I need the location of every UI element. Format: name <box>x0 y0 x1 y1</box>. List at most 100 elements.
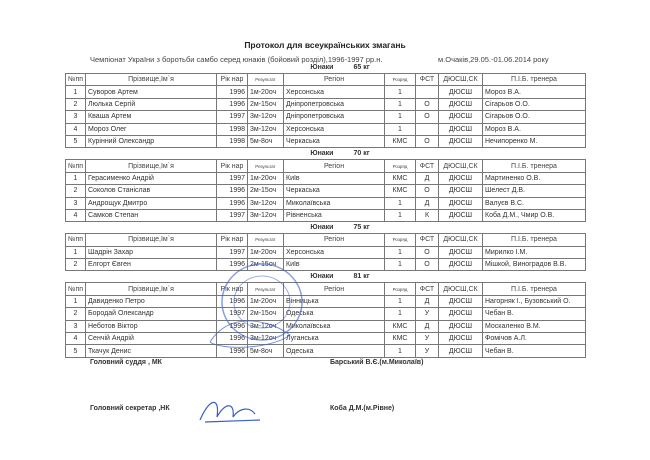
cell-coach: Чебан В. <box>482 307 586 321</box>
header-region: Регіон <box>283 159 385 173</box>
cell-fst: О <box>415 184 439 198</box>
header-fst: ФСТ <box>415 72 439 87</box>
cell-result: 5м-8оч <box>247 134 284 149</box>
cell-rank: 1 <box>384 97 416 112</box>
cell-rank: КМС <box>384 332 416 346</box>
cell-number: 4 <box>65 332 86 346</box>
cell-school: ДЮСШ <box>438 208 483 223</box>
header-school: ДЮСШ,СК <box>438 282 483 296</box>
header-name: Прізвище,Ім`я <box>85 72 217 87</box>
cell-school: ДЮСШ <box>438 184 483 198</box>
cell-school: ДЮСШ <box>438 332 483 346</box>
group-weight: 70 кг <box>353 150 370 158</box>
group-label: Юнаки 70 кг <box>65 148 585 159</box>
cell-rank: 1 <box>384 85 416 99</box>
cell-result: 3м-12оч <box>247 208 284 223</box>
cell-number: 3 <box>65 319 86 334</box>
cell-fst <box>415 85 439 99</box>
header-number: №пп <box>65 159 86 173</box>
cell-fst: У <box>415 332 439 346</box>
cell-result: 1м-20оч <box>247 85 284 99</box>
group-label: Юнаки 75 кг <box>65 222 585 233</box>
header-name: Прізвище,Ім`я <box>85 282 217 296</box>
header-row: №пп Прізвище,Ім`я Рік нар Результат Регіон Ро… <box>65 233 586 247</box>
header-birth-year: Рік нар <box>216 72 248 87</box>
cell-coach: Чебан В. <box>482 344 586 358</box>
group-category: Юнаки <box>310 273 334 281</box>
header-fst: ФСТ <box>415 159 439 173</box>
cell-number: 1 <box>65 85 86 99</box>
header-result: Результат <box>247 159 284 173</box>
header-row: №пп Прізвище,Ім`я Рік нар Результат Регіон Ро… <box>65 282 586 296</box>
cell-birth-year: 1997 <box>216 208 248 223</box>
cell-rank: 1 <box>384 196 416 210</box>
results-groups: Юнаки 65 кг №пп Прізвище,Ім`я Рік нар Результ… <box>65 62 586 358</box>
table-row: 2 Елгорт Євген 1996 2м-15оч Київ 1 О ДЮСШ Мішкой… <box>65 258 586 272</box>
header-birth-year: Рік нар <box>216 233 248 247</box>
cell-coach: Коба Д.М., Чмир О.В. <box>482 208 586 223</box>
cell-coach: Шелест Д.В. <box>482 184 586 198</box>
header-row: №пп Прізвище,Ім`я Рік нар Результат Регіон Ро… <box>65 72 586 87</box>
table-row: 5 Курінний Олександр 1998 5м-8оч Черкаська КМ… <box>65 134 586 149</box>
cell-number: 2 <box>65 97 86 112</box>
cell-rank: 1 <box>384 344 416 358</box>
header-school: ДЮСШ,СК <box>438 72 483 87</box>
cell-school: ДЮСШ <box>438 258 483 272</box>
cell-coach: Мирилко І.М. <box>482 245 586 260</box>
cell-school: ДЮСШ <box>438 294 483 309</box>
cell-name: Неботов Віктор <box>85 319 217 334</box>
cell-school: ДЮСШ <box>438 110 483 124</box>
header-number: №пп <box>65 233 86 247</box>
cell-result: 3м-12оч <box>247 110 284 124</box>
header-rank: Розряд <box>384 159 416 173</box>
cell-region: Дніпропетровська <box>283 97 385 112</box>
results-table: №пп Прізвище,Ім`я Рік нар Результат Регіон Ро… <box>65 159 586 223</box>
cell-fst: О <box>415 245 439 260</box>
competition-subtitle: Чемпіонат України з боротьби самбо серед… <box>90 55 383 64</box>
cell-birth-year: 1997 <box>216 110 248 124</box>
cell-number: 1 <box>65 171 86 186</box>
cell-coach: Мороз В.А. <box>482 85 586 99</box>
cell-school: ДЮСШ <box>438 97 483 112</box>
header-coach: П.І.Б. тренера <box>482 282 586 296</box>
cell-number: 5 <box>65 134 86 149</box>
cell-coach: Валуєв В.С. <box>482 196 586 210</box>
judge-name: Барський В.Є.(м.Миколаїв) <box>330 359 424 366</box>
cell-rank: 1 <box>384 307 416 321</box>
cell-name: Шадрін Захар <box>85 245 217 260</box>
group-weight: 81 кг <box>353 273 370 281</box>
cell-coach: Мороз В.А. <box>482 122 586 136</box>
cell-fst: Д <box>415 171 439 186</box>
cell-region: Київ <box>283 171 385 186</box>
cell-school: ДЮСШ <box>438 245 483 260</box>
cell-result: 3м-12оч <box>247 196 284 210</box>
header-region: Регіон <box>283 233 385 247</box>
cell-fst <box>415 122 439 136</box>
cell-number: 4 <box>65 208 86 223</box>
cell-name: Давиденко Петро <box>85 294 217 309</box>
cell-school: ДЮСШ <box>438 319 483 334</box>
cell-school: ДЮСШ <box>438 171 483 186</box>
cell-name: Бородай Олександр <box>85 307 217 321</box>
cell-name: Андрощук Дмитро <box>85 196 217 210</box>
cell-result: 2м-15оч <box>247 97 284 112</box>
cell-number: 3 <box>65 110 86 124</box>
header-row: №пп Прізвище,Ім`я Рік нар Результат Регіон Ро… <box>65 159 586 173</box>
cell-rank: 1 <box>384 245 416 260</box>
cell-birth-year: 1998 <box>216 122 248 136</box>
header-result: Результат <box>247 233 284 247</box>
header-name: Прізвище,Ім`я <box>85 159 217 173</box>
cell-number: 1 <box>65 245 86 260</box>
cell-fst: К <box>415 208 439 223</box>
table-row: 3 Неботов Віктор 1996 3м-12оч Миколаївська КМ… <box>65 319 586 334</box>
cell-school: ДЮСШ <box>438 344 483 358</box>
cell-name: Сенчій Андрій <box>85 332 217 346</box>
group-label: Юнаки 81 кг <box>65 271 585 282</box>
cell-birth-year: 1997 <box>216 171 248 186</box>
judge-role: Головний суддя , МК <box>90 359 162 366</box>
cell-coach: Нечипоренко М. <box>482 134 586 149</box>
cell-region: Миколаївська <box>283 196 385 210</box>
table-row: 1 Шадрін Захар 1997 1м-20оч Херсонська 1 О ДЮСШ… <box>65 245 586 260</box>
cell-name: Кваша Артем <box>85 110 217 124</box>
results-table: №пп Прізвище,Ім`я Рік нар Результат Регіон Ро… <box>65 233 586 272</box>
